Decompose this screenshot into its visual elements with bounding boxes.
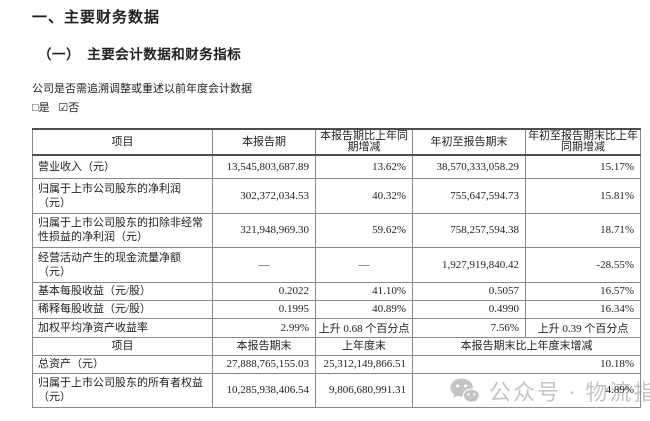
header-current-period: 本报告期	[212, 128, 316, 156]
cell-value: 7.56%	[412, 317, 526, 338]
header-current-period-yoy: 本报告期比上年同期增减	[315, 128, 413, 156]
table-row: 稀释每股收益（元/股） 0.1995 40.89% 0.4990 16.34%	[32, 299, 641, 319]
cell-value: —	[315, 246, 413, 283]
checkbox-row: □是 ☑否	[32, 99, 85, 115]
cell-value: 25,312,149,866.51	[315, 354, 413, 374]
cell-value: 2.99%	[212, 317, 316, 338]
cell-value: 0.1995	[212, 299, 316, 319]
cell-value: -28.55%	[525, 246, 641, 283]
table-row: 总资产（元） 27,888,765,155.03 25,312,149,866.…	[32, 354, 641, 374]
row-label: 营业收入（元）	[32, 154, 213, 179]
header-item: 项目	[32, 128, 213, 156]
cell-value: 38,570,333,058.29	[412, 154, 526, 179]
cell-value: 0.2022	[212, 281, 316, 301]
cell-value: 15.81%	[525, 177, 641, 214]
cell-value: 10,285,938,406.54	[212, 372, 316, 408]
header-ytd-yoy: 年初至报告期末比上年同期增减	[525, 128, 641, 156]
table-row: 营业收入（元） 13,545,803,687.89 13.62% 38,570,…	[32, 154, 641, 179]
header-prev-year-end: 上年度末	[315, 336, 413, 356]
cell-value: 27,888,765,155.03	[212, 354, 316, 374]
checkbox-no: ☑否	[58, 102, 80, 114]
cell-value: 13.62%	[315, 154, 413, 179]
cell-value: 15.17%	[525, 154, 641, 179]
row-label: 加权平均净资产收益率	[32, 317, 213, 338]
cell-value: —	[212, 246, 316, 283]
cell-value: 16.57%	[525, 281, 641, 301]
cell-value: 18.71%	[525, 212, 641, 248]
row-label: 归属于上市公司股东的扣除非经常性损益的净利润（元）	[32, 212, 213, 248]
header-item: 项目	[32, 336, 213, 356]
cell-value: 16.34%	[525, 299, 641, 319]
table-row: 归属于上市公司股东的净利润（元） 302,372,034.53 40.32% 7…	[32, 177, 641, 214]
cell-value: 755,647,594.73	[412, 177, 526, 214]
cell-value: 10.18%	[412, 354, 641, 374]
checkbox-yes: □是	[32, 102, 50, 114]
row-label: 稀释每股收益（元/股）	[32, 299, 213, 319]
cell-value: 0.5057	[412, 281, 526, 301]
cell-value: 758,257,594.38	[412, 212, 526, 248]
table-header-row-1: 项目 本报告期 本报告期比上年同期增减 年初至报告期末 年初至报告期末比上年同期…	[32, 128, 641, 156]
cell-value: 0.4990	[412, 299, 526, 319]
row-label: 归属于上市公司股东的所有者权益（元）	[32, 372, 213, 408]
cell-value: 上升 0.68 个百分点	[315, 317, 413, 338]
cell-value: 13,545,803,687.89	[212, 154, 316, 179]
cell-value: 1,927,919,840.42	[412, 246, 526, 283]
cell-value: 302,372,034.53	[212, 177, 316, 214]
row-label: 基本每股收益（元/股）	[32, 281, 213, 301]
header-period-end-change: 本报告期末比上年度末增减	[412, 336, 641, 356]
table-row: 基本每股收益（元/股） 0.2022 41.10% 0.5057 16.57%	[32, 281, 641, 301]
table-row: 加权平均净资产收益率 2.99% 上升 0.68 个百分点 7.56% 上升 0…	[32, 317, 641, 338]
row-label: 经营活动产生的现金流量净额（元）	[32, 246, 213, 283]
cell-value: 40.89%	[315, 299, 413, 319]
row-label: 总资产（元）	[32, 354, 213, 374]
cell-value: 59.62%	[315, 212, 413, 248]
cell-value: 上升 0.39 个百分点	[525, 317, 641, 338]
header-period-end: 本报告期末	[212, 336, 316, 356]
cell-value: 40.32%	[315, 177, 413, 214]
subsection-title: （一） 主要会计数据和财务指标	[38, 47, 242, 62]
row-label: 归属于上市公司股东的净利润（元）	[32, 177, 213, 214]
cell-value: 41.10%	[315, 281, 413, 301]
table-header-row-2: 项目 本报告期末 上年度末 本报告期末比上年度末增减	[32, 336, 641, 356]
cell-value: 321,948,969.30	[212, 212, 316, 248]
restatement-question: 公司是否需追溯调整或重述以前年度会计数据	[32, 83, 252, 95]
cell-value: 4.89%	[412, 372, 641, 408]
table-row: 归属于上市公司股东的扣除非经常性损益的净利润（元） 321,948,969.30…	[32, 212, 641, 248]
table-row: 归属于上市公司股东的所有者权益（元） 10,285,938,406.54 9,8…	[32, 372, 641, 408]
header-ytd: 年初至报告期末	[412, 128, 526, 156]
financial-summary-table: 项目 本报告期 本报告期比上年同期增减 年初至报告期末 年初至报告期末比上年同期…	[32, 128, 641, 408]
section-title: 一、主要财务数据	[32, 10, 161, 26]
table-row: 经营活动产生的现金流量净额（元） — — 1,927,919,840.42 -2…	[32, 246, 641, 283]
cell-value: 9,806,680,991.31	[315, 372, 413, 408]
